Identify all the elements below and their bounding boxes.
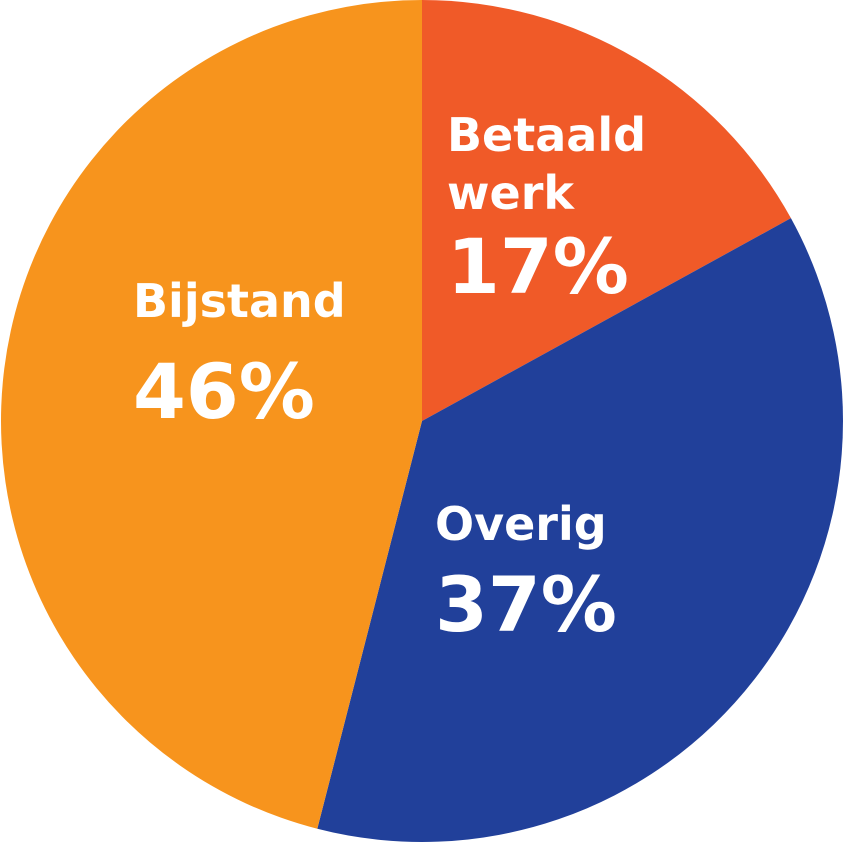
pie-slice: [317, 218, 844, 843]
slice-value-label: 37%: [435, 560, 617, 649]
pie-slice: [0, 0, 423, 829]
pie-slice: [422, 0, 791, 421]
slice-label: Bijstand: [133, 274, 346, 328]
slice-value-label: 17%: [447, 222, 629, 311]
slice-label: Betaald werk: [447, 108, 647, 220]
slice-label: Overig: [435, 497, 607, 551]
slice-value-label: 46%: [133, 347, 315, 436]
